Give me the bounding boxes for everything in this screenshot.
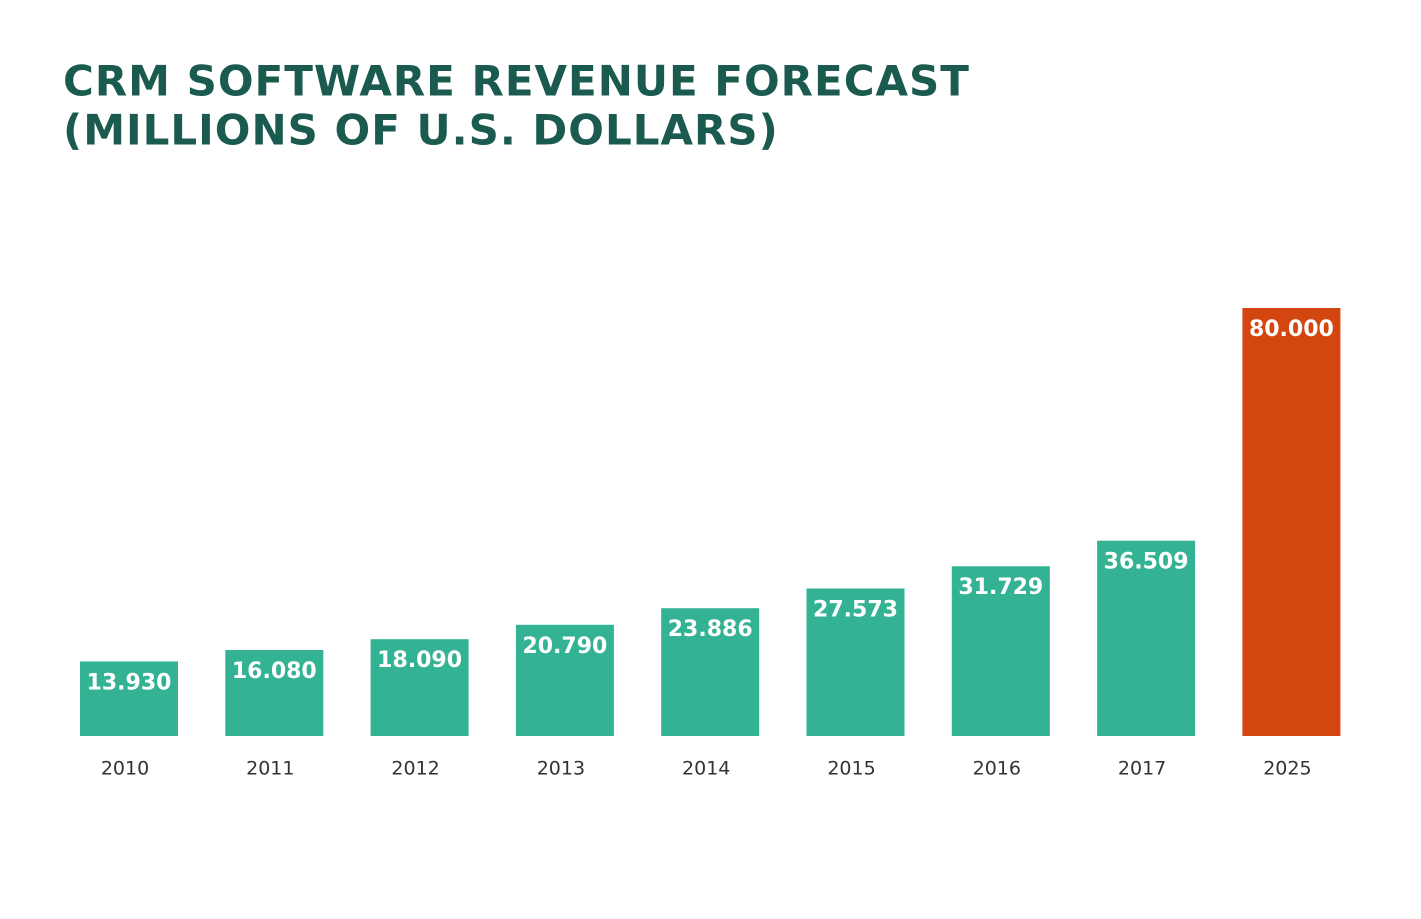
value-label: 13.930 xyxy=(87,670,172,695)
value-label: 31.729 xyxy=(958,575,1043,600)
value-label: 16.080 xyxy=(232,659,317,684)
chart-subtitle: (MILLIONS OF U.S. DOLLARS) xyxy=(63,106,779,155)
x-tick-label: 2012 xyxy=(391,758,439,780)
bar xyxy=(806,588,905,736)
x-tick-label: 2013 xyxy=(537,758,585,780)
x-tick-label: 2010 xyxy=(101,758,149,780)
value-label: 36.509 xyxy=(1104,550,1189,575)
bar xyxy=(515,624,614,736)
x-tick-label: 2016 xyxy=(973,758,1021,780)
x-tick-label: 2017 xyxy=(1118,758,1166,780)
x-tick-label: 2015 xyxy=(827,758,875,780)
x-tick-label: 2014 xyxy=(682,758,730,780)
bar xyxy=(370,639,469,736)
value-label: 23.886 xyxy=(668,617,753,642)
bar xyxy=(80,661,178,736)
value-label: 27.573 xyxy=(813,597,898,622)
value-label: 20.790 xyxy=(522,634,607,659)
bar xyxy=(225,649,324,736)
bar xyxy=(1242,308,1341,736)
bar xyxy=(1097,540,1196,736)
value-label: 80.000 xyxy=(1249,317,1334,342)
value-label: 18.090 xyxy=(377,648,462,673)
chart-title: CRM SOFTWARE REVENUE FORECAST xyxy=(63,57,970,106)
bar xyxy=(661,608,760,736)
bar xyxy=(951,566,1050,736)
x-tick-label: 2025 xyxy=(1263,758,1311,780)
x-tick-label: 2011 xyxy=(246,758,294,780)
